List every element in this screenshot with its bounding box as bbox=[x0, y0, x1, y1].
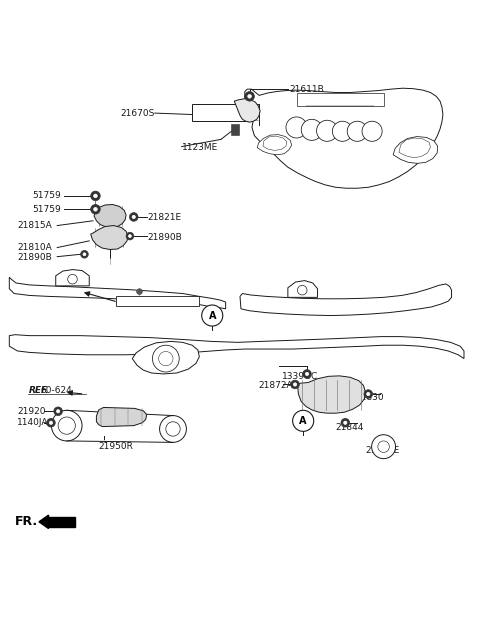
Bar bbox=[231, 125, 239, 135]
Polygon shape bbox=[288, 280, 318, 298]
Circle shape bbox=[293, 383, 297, 386]
Polygon shape bbox=[245, 88, 443, 188]
Circle shape bbox=[49, 421, 53, 424]
Text: 60-624: 60-624 bbox=[40, 386, 72, 395]
Circle shape bbox=[293, 410, 314, 431]
Circle shape bbox=[137, 289, 143, 294]
Text: REF.: REF. bbox=[118, 297, 138, 306]
Text: 21920: 21920 bbox=[17, 407, 46, 416]
Polygon shape bbox=[132, 341, 199, 374]
Circle shape bbox=[202, 305, 223, 326]
Circle shape bbox=[129, 235, 132, 237]
Circle shape bbox=[126, 232, 134, 240]
Text: 21830: 21830 bbox=[355, 393, 384, 403]
Text: REF.: REF. bbox=[28, 386, 49, 395]
Text: 21890B: 21890B bbox=[17, 253, 52, 261]
Circle shape bbox=[362, 122, 382, 141]
Text: 21670S: 21670S bbox=[120, 109, 155, 118]
Polygon shape bbox=[56, 270, 89, 286]
Text: 21950R: 21950R bbox=[99, 442, 134, 451]
Polygon shape bbox=[96, 408, 147, 427]
Circle shape bbox=[364, 390, 372, 398]
Text: 21815A: 21815A bbox=[17, 221, 52, 230]
Polygon shape bbox=[234, 99, 260, 122]
Text: 21810A: 21810A bbox=[17, 243, 52, 252]
Circle shape bbox=[305, 372, 309, 375]
Text: 21611B: 21611B bbox=[289, 85, 324, 94]
Text: 21844: 21844 bbox=[336, 423, 364, 432]
Polygon shape bbox=[393, 137, 438, 163]
Text: 1140JA: 1140JA bbox=[17, 418, 49, 427]
Circle shape bbox=[245, 92, 254, 101]
Text: 21880E: 21880E bbox=[365, 446, 400, 455]
Polygon shape bbox=[91, 225, 128, 249]
Polygon shape bbox=[399, 138, 431, 158]
Circle shape bbox=[317, 120, 337, 141]
Text: 51759: 51759 bbox=[32, 191, 60, 201]
Polygon shape bbox=[9, 277, 226, 309]
Text: 60-640: 60-640 bbox=[129, 297, 161, 306]
Circle shape bbox=[94, 208, 97, 211]
Circle shape bbox=[286, 117, 307, 138]
Circle shape bbox=[58, 417, 75, 434]
Circle shape bbox=[94, 194, 97, 197]
Polygon shape bbox=[240, 284, 452, 315]
Text: FR.: FR. bbox=[15, 515, 38, 528]
Circle shape bbox=[83, 253, 86, 256]
Text: 1339GC: 1339GC bbox=[282, 372, 318, 381]
Text: A: A bbox=[300, 416, 307, 426]
Circle shape bbox=[91, 204, 100, 214]
Text: 21872A: 21872A bbox=[258, 381, 293, 390]
Circle shape bbox=[301, 119, 323, 141]
Polygon shape bbox=[263, 136, 287, 151]
Polygon shape bbox=[48, 517, 75, 527]
Circle shape bbox=[130, 213, 138, 222]
Text: 21890B: 21890B bbox=[148, 232, 182, 242]
Circle shape bbox=[303, 370, 312, 379]
Circle shape bbox=[153, 345, 179, 372]
Circle shape bbox=[57, 410, 60, 413]
Circle shape bbox=[159, 416, 186, 442]
Polygon shape bbox=[9, 335, 464, 359]
Bar bbox=[192, 104, 251, 122]
Text: 21821E: 21821E bbox=[148, 213, 182, 222]
Circle shape bbox=[91, 191, 100, 201]
Circle shape bbox=[344, 421, 347, 424]
Circle shape bbox=[347, 122, 367, 141]
Text: 1123ME: 1123ME bbox=[181, 143, 218, 152]
Circle shape bbox=[81, 251, 88, 258]
Polygon shape bbox=[298, 376, 365, 413]
Circle shape bbox=[372, 435, 396, 459]
Circle shape bbox=[54, 407, 62, 416]
Circle shape bbox=[367, 392, 370, 396]
Circle shape bbox=[248, 94, 252, 98]
Polygon shape bbox=[39, 515, 48, 529]
Circle shape bbox=[68, 274, 77, 284]
Bar bbox=[298, 92, 384, 106]
Circle shape bbox=[378, 441, 389, 453]
Text: A: A bbox=[208, 311, 216, 320]
Circle shape bbox=[47, 418, 55, 427]
Polygon shape bbox=[94, 204, 126, 227]
Circle shape bbox=[291, 380, 300, 389]
Circle shape bbox=[332, 122, 352, 141]
Circle shape bbox=[298, 285, 307, 295]
Circle shape bbox=[158, 351, 173, 366]
Text: 51759: 51759 bbox=[32, 205, 60, 214]
Bar bbox=[116, 296, 199, 306]
Circle shape bbox=[166, 422, 180, 436]
Circle shape bbox=[132, 215, 135, 218]
Polygon shape bbox=[257, 135, 292, 154]
Circle shape bbox=[341, 418, 349, 427]
Circle shape bbox=[51, 410, 82, 441]
